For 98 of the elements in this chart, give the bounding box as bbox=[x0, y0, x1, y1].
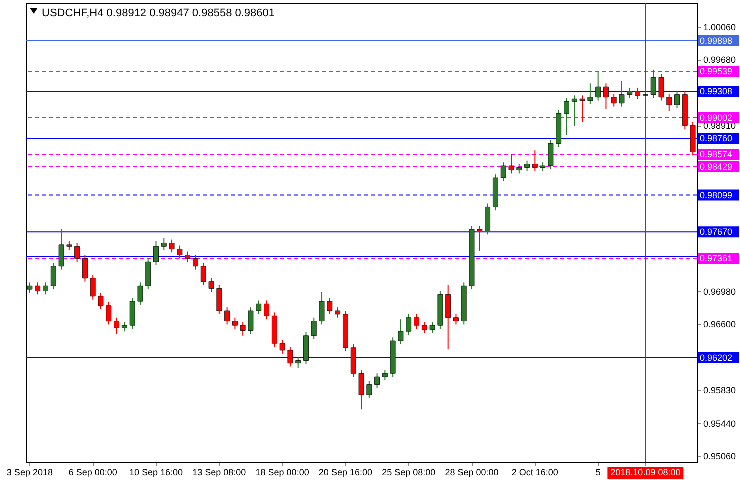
candlestick bbox=[50, 262, 56, 290]
candlestick bbox=[524, 160, 530, 172]
candlestick bbox=[572, 95, 578, 128]
candlestick bbox=[358, 370, 364, 410]
y-tick-label: 0.95440 bbox=[704, 418, 736, 429]
candlestick bbox=[106, 302, 112, 326]
candlestick bbox=[177, 245, 183, 260]
candlestick bbox=[658, 74, 664, 102]
x-tick-label: 2018.10.09 08:00 bbox=[610, 468, 681, 478]
candlestick bbox=[414, 314, 420, 330]
chart-title: USDCHF,H4 0.98912 0.98947 0.98558 0.98601 bbox=[42, 8, 276, 20]
y-tick-label: 0.95060 bbox=[704, 451, 736, 462]
x-tick-label: 18 Sep 00:00 bbox=[256, 468, 310, 478]
candlestick bbox=[422, 322, 428, 334]
candlestick bbox=[138, 282, 144, 306]
y-tick-label: 0.96600 bbox=[704, 319, 736, 330]
ref-line-label: 0.97670 bbox=[700, 227, 733, 238]
candlestick bbox=[611, 93, 617, 108]
x-tick-label: 5 bbox=[596, 468, 601, 478]
x-tick-label: 25 Sep 08:00 bbox=[382, 468, 436, 478]
candlestick bbox=[564, 98, 570, 136]
ref-line-label: 0.99002 bbox=[700, 112, 733, 123]
x-tick-label: 28 Sep 00:00 bbox=[445, 468, 499, 478]
candlestick bbox=[256, 300, 262, 315]
y-tick-label: 0.98910 bbox=[704, 121, 736, 132]
candlestick bbox=[666, 93, 672, 112]
candlestick bbox=[588, 83, 594, 105]
candlestick bbox=[516, 164, 522, 174]
y-tick-label: 0.96980 bbox=[704, 286, 736, 297]
candlestick bbox=[674, 90, 680, 110]
ref-line-label: 0.98099 bbox=[700, 190, 733, 200]
candlestick bbox=[74, 242, 80, 263]
ref-line-label: 0.96202 bbox=[700, 353, 733, 364]
candlestick bbox=[82, 254, 88, 282]
y-tick-label: 0.95830 bbox=[704, 385, 736, 396]
x-tick-label: 2 Oct 16:00 bbox=[512, 468, 558, 478]
y-tick-label: 0.99680 bbox=[704, 55, 736, 66]
candlestick bbox=[224, 307, 230, 326]
candlestick bbox=[264, 300, 270, 320]
candlestick bbox=[161, 238, 167, 251]
candlestick bbox=[216, 284, 222, 315]
x-tick-label: 6 Sep 00:00 bbox=[68, 468, 118, 478]
candlestick bbox=[532, 150, 538, 172]
candlestick bbox=[500, 162, 506, 182]
candlestick bbox=[548, 140, 554, 170]
candlestick bbox=[430, 322, 436, 334]
ref-line-label: 0.99539 bbox=[700, 66, 733, 77]
ref-line-label: 0.98760 bbox=[700, 134, 733, 144]
candlestick bbox=[232, 317, 238, 330]
candlestick bbox=[477, 226, 483, 252]
ref-line-label: 0.97361 bbox=[700, 254, 733, 264]
x-tick-label: 20 Sep 16:00 bbox=[318, 468, 372, 478]
ref-line-label: 0.99898 bbox=[700, 36, 733, 46]
candlestick bbox=[454, 314, 459, 326]
candlestick bbox=[642, 87, 648, 100]
candlestick bbox=[185, 251, 191, 263]
candlestick bbox=[208, 278, 214, 293]
candlestick bbox=[98, 292, 104, 310]
candlestick bbox=[319, 292, 325, 326]
candlestick bbox=[193, 254, 198, 270]
candlestick bbox=[240, 322, 246, 336]
x-tick-label: 10 Sep 16:00 bbox=[129, 468, 184, 478]
candlestick bbox=[311, 317, 317, 340]
candlestick bbox=[43, 282, 48, 296]
candlestick bbox=[604, 83, 609, 110]
ref-line-label: 0.99308 bbox=[700, 86, 733, 97]
candlestick bbox=[35, 282, 41, 296]
x-tick-label: 13 Sep 08:00 bbox=[192, 468, 246, 478]
candlestick bbox=[90, 274, 96, 300]
candlestick bbox=[169, 239, 175, 254]
candlestick bbox=[374, 373, 380, 389]
candlestick bbox=[288, 346, 294, 368]
ref-line-label: 0.98429 bbox=[700, 162, 733, 172]
candlestick bbox=[650, 69, 656, 99]
candlestick bbox=[627, 87, 633, 99]
candlestick bbox=[446, 284, 452, 350]
candlestick bbox=[280, 340, 286, 354]
candlestick bbox=[619, 80, 625, 108]
candlestick bbox=[406, 314, 412, 336]
candlestick bbox=[248, 307, 254, 335]
candlestick bbox=[635, 87, 640, 100]
candlestick bbox=[122, 322, 128, 332]
candlestick bbox=[382, 370, 388, 381]
candlestick bbox=[596, 71, 602, 102]
candlestick bbox=[398, 319, 404, 345]
candlestick bbox=[580, 95, 586, 123]
candlestick bbox=[296, 356, 302, 369]
candlestick bbox=[58, 228, 64, 270]
x-tick-label: 3 Sep 2018 bbox=[6, 468, 53, 478]
candlestick bbox=[114, 317, 120, 335]
ref-line-label: 0.98574 bbox=[700, 150, 733, 160]
candlestick bbox=[335, 307, 341, 318]
candlestick bbox=[366, 380, 372, 400]
candlestick bbox=[200, 262, 206, 286]
candlestick bbox=[327, 298, 333, 315]
y-tick-label: 1.00060 bbox=[704, 22, 736, 33]
candlestick bbox=[154, 241, 159, 266]
candlestick bbox=[508, 154, 514, 174]
